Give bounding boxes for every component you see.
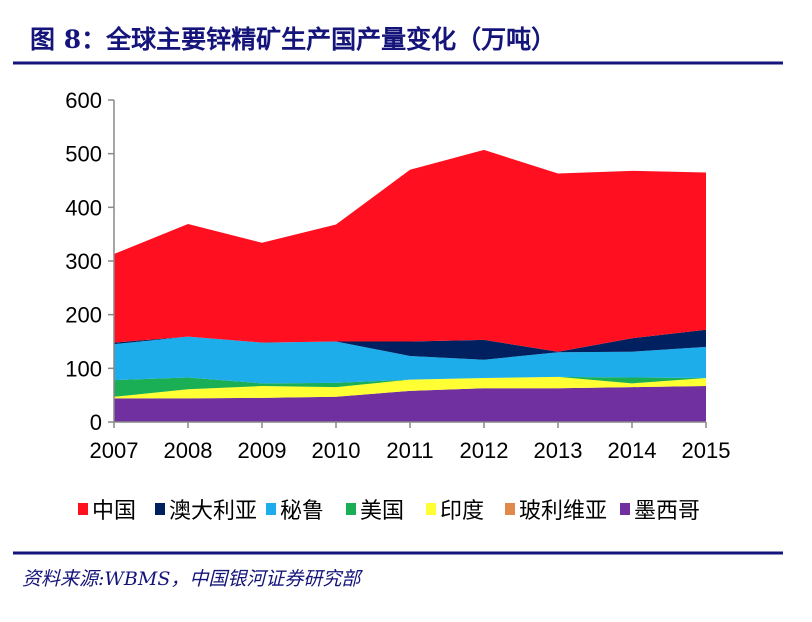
legend-swatch <box>266 503 276 515</box>
source-note: 资料来源:WBMS，中国银河证券研究部 <box>22 568 363 590</box>
x-tick-label: 2009 <box>238 438 287 463</box>
legend-item: 秘鲁 <box>266 499 324 524</box>
x-tick-label: 2010 <box>312 438 361 463</box>
legend-swatch <box>505 503 515 515</box>
y-tick-label: 400 <box>65 195 102 220</box>
figure-title: 图 8：全球主要锌精矿生产国产量变化（万吨） <box>30 25 556 54</box>
legend-item: 澳大利亚 <box>155 499 257 524</box>
area-series-4 <box>114 336 706 384</box>
legend-label: 印度 <box>440 499 484 524</box>
legend-label: 美国 <box>360 499 404 524</box>
legend-swatch <box>620 503 630 515</box>
plot-area <box>114 149 706 422</box>
legend-swatch <box>426 503 436 515</box>
area-series-5 <box>114 329 706 360</box>
legend-item: 美国 <box>346 499 404 524</box>
x-tick-label: 2013 <box>534 438 583 463</box>
x-tick-label: 2007 <box>90 438 139 463</box>
y-tick-label: 600 <box>65 88 102 113</box>
x-tick-label: 2015 <box>682 438 731 463</box>
area-series-0 <box>114 386 706 422</box>
y-tick-label: 100 <box>65 356 102 381</box>
legend-swatch <box>155 503 165 515</box>
x-tick-label: 2008 <box>164 438 213 463</box>
y-tick-label: 200 <box>65 303 102 328</box>
legend-label: 中国 <box>92 499 136 524</box>
legend-label: 墨西哥 <box>634 499 700 524</box>
legend-swatch <box>346 503 356 515</box>
y-tick-label: 500 <box>65 142 102 167</box>
x-tick-label: 2012 <box>460 438 509 463</box>
legend-item: 印度 <box>426 499 484 524</box>
area-series-6 <box>114 149 706 352</box>
area-series-2 <box>114 376 706 399</box>
area-series-3 <box>114 376 706 397</box>
legend-label: 澳大利亚 <box>169 499 257 524</box>
axes: 0 100 200 300 400 500 600 2007 2008 2009 2010 2011 2… <box>65 88 730 463</box>
legend-item: 中国 <box>78 499 136 524</box>
legend-label: 玻利维亚 <box>519 499 607 524</box>
legend: 中国 澳大利亚 秘鲁 美国 印度 玻利维亚 墨西哥 <box>78 499 700 524</box>
x-tick-label: 2014 <box>608 438 657 463</box>
y-tick-label: 0 <box>90 410 102 435</box>
legend-item: 玻利维亚 <box>505 499 607 524</box>
legend-item: 墨西哥 <box>620 499 700 524</box>
y-tick-label: 300 <box>65 249 102 274</box>
legend-label: 秘鲁 <box>280 499 324 524</box>
legend-swatch <box>78 503 88 515</box>
x-tick-label: 2011 <box>386 438 433 463</box>
